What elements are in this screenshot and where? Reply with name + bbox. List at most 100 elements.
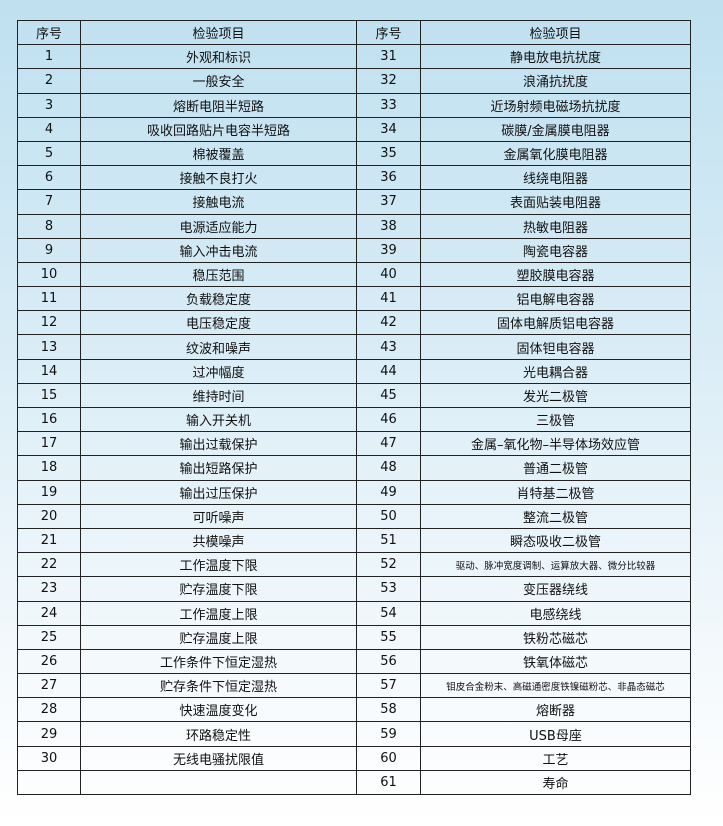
item-number: 14 xyxy=(17,358,81,384)
item-name: 工艺 xyxy=(420,745,691,771)
header-no: 序号 xyxy=(17,19,81,46)
item-name: 静电放电抗扰度 xyxy=(420,44,691,70)
table-row: 61 寿命 xyxy=(17,769,691,796)
table-row: 22 工作温度下限 52 驱动、脉冲宽度调制、运算放大器、微分比较器 xyxy=(17,552,691,578)
table-row: 14 过冲幅度 44 光电耦合器 xyxy=(17,358,691,384)
item-number: 41 xyxy=(356,286,421,312)
item-number: 52 xyxy=(356,552,421,578)
item-name: 输出短路保护 xyxy=(80,455,357,481)
item-number: 22 xyxy=(17,552,81,578)
item-name: 输出过压保护 xyxy=(80,479,357,505)
item-name: 输入开关机 xyxy=(80,406,357,433)
item-name: 整流二极管 xyxy=(420,503,691,529)
item-name: 固体钽电容器 xyxy=(420,334,691,360)
item-number: 15 xyxy=(17,382,81,409)
item-number: 1 xyxy=(17,44,81,70)
item-number: 13 xyxy=(17,334,81,360)
item-number: 47 xyxy=(356,431,421,457)
item-number: 26 xyxy=(17,648,81,675)
item-number: 34 xyxy=(356,116,421,142)
inspection-items-table: 序号 检验项目 序号 检验项目 1 外观和标识 31 静电放电抗扰度 2 一般安全 32 浪涌… xyxy=(17,19,691,796)
item-number: 8 xyxy=(17,213,81,239)
item-name: 工作条件下恒定湿热 xyxy=(80,648,357,675)
item-number: 61 xyxy=(356,769,421,796)
item-number: 46 xyxy=(356,406,421,433)
item-number: 42 xyxy=(356,310,421,336)
item-name: 棉被覆盖 xyxy=(80,140,357,167)
item-number: 35 xyxy=(356,140,421,167)
item-number: 33 xyxy=(356,92,421,118)
item-number: 27 xyxy=(17,673,81,699)
header-item: 检验项目 xyxy=(420,19,691,46)
item-number: 37 xyxy=(356,189,421,215)
header-no: 序号 xyxy=(356,19,421,46)
item-number: 3 xyxy=(17,92,81,118)
item-number: 59 xyxy=(356,721,421,747)
item-number: 21 xyxy=(17,527,81,554)
item-number: 2 xyxy=(17,68,81,94)
item-number: 18 xyxy=(17,455,81,481)
item-number: 55 xyxy=(356,624,421,650)
header-item: 检验项目 xyxy=(80,19,357,46)
header-row: 序号 检验项目 序号 检验项目 xyxy=(17,19,691,46)
item-name: 固体电解质铝电容器 xyxy=(420,310,691,336)
item-name: 普通二极管 xyxy=(420,455,691,481)
table-row: 3 熔断电阻半短路 33 近场射频电磁场抗扰度 xyxy=(17,92,691,118)
item-number: 20 xyxy=(17,503,81,529)
item-number: 39 xyxy=(356,237,421,263)
item-name: 陶瓷电容器 xyxy=(420,237,691,263)
item-number: 29 xyxy=(17,721,81,747)
item-number: 50 xyxy=(356,503,421,529)
item-name: 负载稳定度 xyxy=(80,286,357,312)
item-name: 维持时间 xyxy=(80,382,357,409)
item-name: 线绕电阻器 xyxy=(420,165,691,191)
table-row: 20 可听噪声 50 整流二极管 xyxy=(17,503,691,529)
item-name: 熔断电阻半短路 xyxy=(80,92,357,118)
item-name: 外观和标识 xyxy=(80,44,357,70)
item-name: 接触不良打火 xyxy=(80,165,357,191)
item-name: 近场射频电磁场抗扰度 xyxy=(420,92,691,118)
item-name: 铁粉芯磁芯 xyxy=(420,624,691,650)
item-name: 环路稳定性 xyxy=(80,721,357,747)
item-number: 11 xyxy=(17,286,81,312)
table-row: 19 输出过压保护 49 肖特基二极管 xyxy=(17,479,691,505)
item-number xyxy=(17,769,81,796)
table-row: 25 贮存温度上限 55 铁粉芯磁芯 xyxy=(17,624,691,650)
item-name: 变压器绕线 xyxy=(420,576,691,602)
item-name: 电感绕线 xyxy=(420,600,691,626)
item-number: 44 xyxy=(356,358,421,384)
item-name: 无线电骚扰限值 xyxy=(80,745,357,771)
item-name: 三极管 xyxy=(420,406,691,433)
item-name: 快速温度变化 xyxy=(80,697,357,723)
table-row: 24 工作温度上限 54 电感绕线 xyxy=(17,600,691,626)
item-number: 24 xyxy=(17,600,81,626)
item-number: 5 xyxy=(17,140,81,167)
table-row: 23 贮存温度下限 53 变压器绕线 xyxy=(17,576,691,602)
item-number: 6 xyxy=(17,165,81,191)
table-row: 2 一般安全 32 浪涌抗扰度 xyxy=(17,68,691,94)
item-number: 48 xyxy=(356,455,421,481)
item-name: 共模噪声 xyxy=(80,527,357,554)
item-number: 51 xyxy=(356,527,421,554)
item-name: 贮存条件下恒定湿热 xyxy=(80,673,357,699)
item-name: 热敏电阻器 xyxy=(420,213,691,239)
item-name: 金属–氧化物–半导体场效应管 xyxy=(420,431,691,457)
table-row: 12 电压稳定度 42 固体电解质铝电容器 xyxy=(17,310,691,336)
item-name: 电压稳定度 xyxy=(80,310,357,336)
item-name: 稳压范围 xyxy=(80,261,357,288)
item-number: 43 xyxy=(356,334,421,360)
table-row: 21 共模噪声 51 瞬态吸收二极管 xyxy=(17,527,691,554)
table-row: 13 纹波和噪声 43 固体钽电容器 xyxy=(17,334,691,360)
item-name: 输出过载保护 xyxy=(80,431,357,457)
item-number: 40 xyxy=(356,261,421,288)
item-name: 工作温度下限 xyxy=(80,552,357,578)
item-number: 17 xyxy=(17,431,81,457)
table-row: 30 无线电骚扰限值 60 工艺 xyxy=(17,745,691,771)
item-name: 塑胶膜电容器 xyxy=(420,261,691,288)
item-number: 9 xyxy=(17,237,81,263)
item-number: 36 xyxy=(356,165,421,191)
item-name: 浪涌抗扰度 xyxy=(420,68,691,94)
item-name: 瞬态吸收二极管 xyxy=(420,527,691,554)
table-row: 4 吸收回路贴片电容半短路 34 碳膜/金属膜电阻器 xyxy=(17,116,691,142)
table-row: 16 输入开关机 46 三极管 xyxy=(17,406,691,433)
